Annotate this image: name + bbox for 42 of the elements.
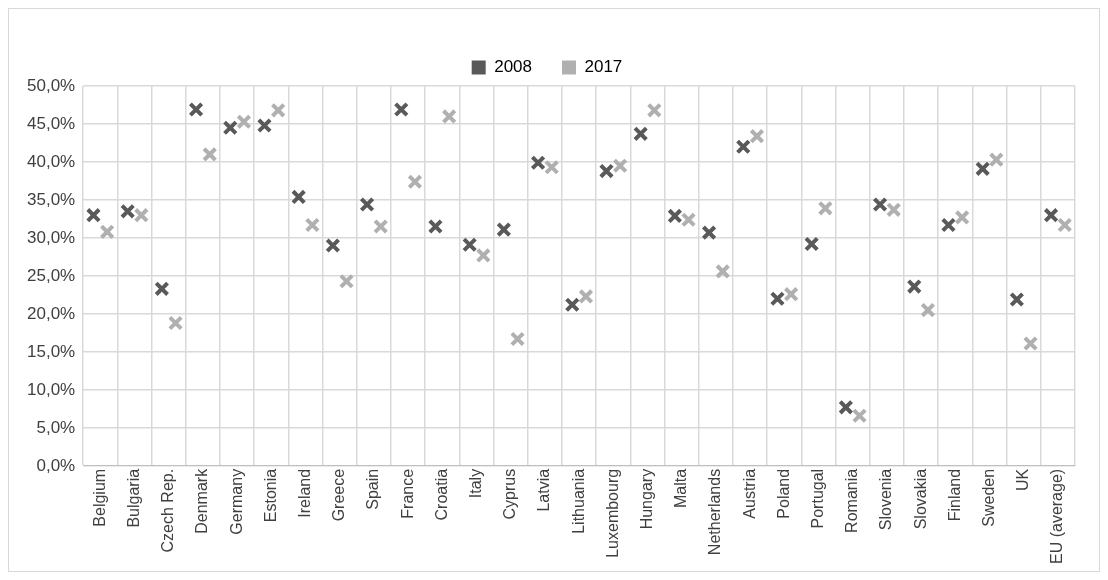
y-tick-label: 5,0% [36,417,76,437]
x-tick-label: Portugal [808,468,826,529]
x-tick-label: Denmark [193,467,211,534]
x-tick-label: Lithuania [569,468,587,534]
x-tick-label: Austria [740,468,758,519]
x-tick-label: Bulgaria [124,468,142,528]
x-tick-label: Croatia [432,468,450,521]
x-tick-label: Hungary [637,468,655,530]
x-tick-label: Latvia [535,468,553,512]
y-tick-label: 25,0% [27,265,76,285]
x-tick-label: Germany [227,468,245,535]
y-tick-label: 35,0% [27,189,76,209]
y-tick-label: 40,0% [27,151,76,171]
x-tick-label: Italy [466,468,484,499]
y-tick-label: 0,0% [36,455,76,475]
x-tick-label: EU (average) [1048,468,1066,565]
x-tick-label: Sweden [979,468,997,527]
x-tick-label: Cyprus [501,468,519,520]
y-tick-label: 45,0% [27,113,76,133]
x-tick-label: France [398,468,416,519]
legend-label: 2017 [584,57,623,77]
y-tick-label: 15,0% [27,341,76,361]
legend-label: 2008 [494,57,533,77]
x-tick-label: Belgium [90,468,108,527]
y-tick-label: 10,0% [27,379,76,399]
x-tick-label: Estonia [261,468,279,523]
x-tick-label: Greece [330,468,348,522]
y-tick-label: 20,0% [27,303,76,323]
x-tick-label: Netherlands [706,468,724,556]
x-tick-label: Romania [843,468,861,533]
x-tick-label: Finland [945,468,963,522]
x-tick-label: UK [1014,468,1032,492]
y-tick-label: 30,0% [27,227,76,247]
x-tick-label: Malta [672,468,690,508]
x-tick-label: Spain [364,468,382,510]
x-tick-label: Slovakia [911,468,929,530]
x-tick-label: Poland [774,468,792,519]
y-tick-label: 50,0% [27,75,76,95]
x-tick-label: Slovenia [877,468,895,531]
x-tick-label: Czech Rep. [159,468,177,553]
x-tick-label: Ireland [295,468,313,518]
x-tick-label: Luxembourg [603,468,621,558]
